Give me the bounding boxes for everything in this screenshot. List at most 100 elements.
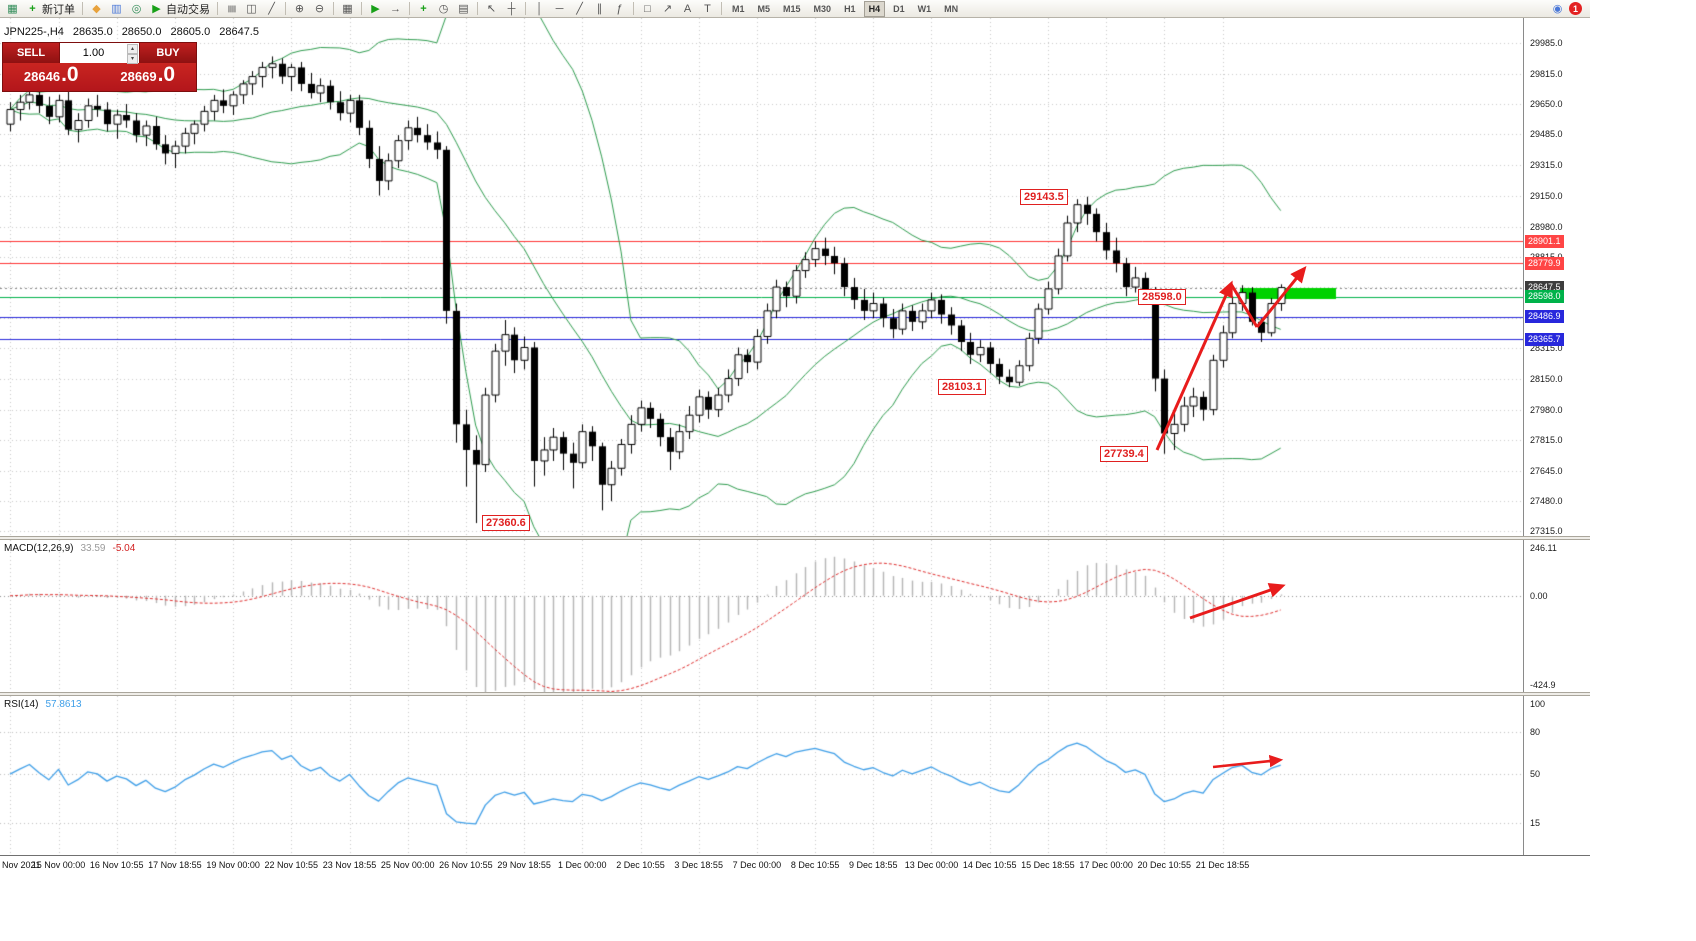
indicators-icon[interactable]: + xyxy=(414,1,433,17)
rsi-canvas[interactable] xyxy=(0,696,1523,855)
price-axis-label: 28150.0 xyxy=(1530,373,1563,384)
price-axis-label: 29150.0 xyxy=(1530,190,1563,201)
vertical-line-icon[interactable]: │ xyxy=(530,1,549,17)
time-axis-label: 25 Nov 00:00 xyxy=(380,860,435,870)
crosshair-icon: ┼ xyxy=(507,2,516,15)
candlestick-mode-icon: ◫ xyxy=(246,2,257,15)
vertical-line-icon: │ xyxy=(536,2,543,15)
line-chart-mode-icon: ╱ xyxy=(268,2,275,15)
macd-indicator-label: MACD(12,26,9) 33.59 -5.04 xyxy=(4,543,135,554)
crosshair-icon[interactable]: ┼ xyxy=(502,1,521,17)
macd-canvas[interactable] xyxy=(0,540,1523,692)
toolbar-separator xyxy=(477,2,478,15)
channel-icon[interactable]: ∥ xyxy=(590,1,609,17)
price-annotation: 28103.1 xyxy=(938,379,986,395)
macd-name: MACD(12,26,9) xyxy=(4,543,74,554)
chart-ohlc-header: JPN225-,H4 28635.0 28650.0 28605.0 28647… xyxy=(4,26,259,38)
rsi-name: RSI(14) xyxy=(4,699,39,710)
price-axis-label: 27480.0 xyxy=(1530,496,1563,507)
timeframe-mn[interactable]: MN xyxy=(944,3,959,14)
toolbar-separator xyxy=(409,2,410,15)
auto-trading-button[interactable]: ▶ 自动交易 xyxy=(147,1,213,17)
volume-spinner: ▴ ▾ xyxy=(127,44,138,64)
time-axis: Nov 2021 15 Nov 00:00 16 Nov 10:55 17 Nov 1… xyxy=(0,855,1590,873)
buy-price-fraction: .0 xyxy=(157,63,176,86)
timeframe-m15[interactable]: M15 xyxy=(783,3,801,14)
toolbar-separator xyxy=(82,2,83,15)
macd-panel: MACD(12,26,9) 33.59 -5.04 246.11 0.00 -424.9 xyxy=(0,540,1590,692)
metaeditor-icon[interactable]: ◆ xyxy=(87,1,106,17)
zoom-in-icon[interactable]: ⊕ xyxy=(290,1,309,17)
one-click-trading-panel: SELL ▴ ▾ BUY 28646 .0 28669 .0 xyxy=(2,42,197,92)
navigator-icon[interactable]: ◎ xyxy=(127,1,146,17)
panel-splitter[interactable] xyxy=(0,692,1590,696)
buy-button[interactable]: BUY xyxy=(139,43,196,63)
tile-windows-icon: ▦ xyxy=(342,2,353,15)
text-label-icon: T xyxy=(704,2,711,15)
panel-splitter[interactable] xyxy=(0,536,1590,540)
time-axis-label: 9 Dec 18:55 xyxy=(849,860,898,870)
macd-axis-label: -424.9 xyxy=(1530,680,1556,690)
rsi-axis-label: 100 xyxy=(1530,699,1546,710)
bar-chart-mode-icon[interactable]: ≣ xyxy=(222,1,241,17)
timeframe-w1[interactable]: W1 xyxy=(917,3,932,14)
time-axis-label: Nov 2021 xyxy=(2,860,41,870)
cursor-icon[interactable]: ↖ xyxy=(482,1,501,17)
new-chart-icon: ▦ xyxy=(7,2,18,15)
volume-input[interactable] xyxy=(60,43,139,63)
symbol-period-label: JPN225-,H4 xyxy=(4,26,64,38)
macd-signal-value: -5.04 xyxy=(112,543,136,554)
periods-icon[interactable]: ◷ xyxy=(434,1,453,17)
chart-shift-icon[interactable]: → xyxy=(386,1,405,17)
price-chart-canvas[interactable] xyxy=(0,18,1523,536)
trendline-icon: ╱ xyxy=(576,2,583,15)
new-chart-icon[interactable]: ▦ xyxy=(3,1,22,17)
timeframe-m30[interactable]: M30 xyxy=(813,3,832,14)
horizontal-line-icon[interactable]: ─ xyxy=(550,1,569,17)
fibonacci-icon[interactable]: ƒ xyxy=(610,1,629,17)
rsi-axis-label: 80 xyxy=(1530,727,1541,738)
timeframe-m1[interactable]: M1 xyxy=(732,3,745,14)
price-axis-label: 28315.0 xyxy=(1530,343,1563,354)
shapes-icon[interactable]: □ xyxy=(638,1,657,17)
timeframe-h4[interactable]: H4 xyxy=(863,0,886,17)
zoom-out-icon[interactable]: ⊖ xyxy=(310,1,329,17)
text-icon[interactable]: A xyxy=(678,1,697,17)
volume-up-button[interactable]: ▴ xyxy=(127,44,138,54)
time-axis-label: 15 Nov 00:00 xyxy=(31,860,86,870)
timeframe-m5[interactable]: M5 xyxy=(757,3,771,14)
fibonacci-icon: ƒ xyxy=(616,2,623,15)
sell-button[interactable]: SELL xyxy=(3,43,60,63)
trendline-icon[interactable]: ╱ xyxy=(570,1,589,17)
chart-search-icon[interactable]: ◉ xyxy=(1552,2,1563,15)
metaeditor-icon: ◆ xyxy=(92,2,101,15)
volume-down-button[interactable]: ▾ xyxy=(127,54,138,64)
shapes-icon: □ xyxy=(644,2,651,15)
price-annotation: 27739.4 xyxy=(1100,446,1148,462)
toolbar-separator xyxy=(285,2,286,15)
timeframe-h1[interactable]: H1 xyxy=(844,3,856,14)
auto-trading-icon: ▶ xyxy=(152,2,161,15)
notification-badge[interactable]: 1 xyxy=(1569,2,1582,15)
timeframe-d1[interactable]: D1 xyxy=(893,3,905,14)
tile-windows-icon[interactable]: ▦ xyxy=(338,1,357,17)
time-axis-label: 19 Nov 00:00 xyxy=(206,860,260,870)
market-watch-icon[interactable]: ▥ xyxy=(107,1,126,17)
arrows-icon: ↗ xyxy=(662,2,673,15)
toolbar-separator xyxy=(333,2,334,15)
price-axis: 29985.0 29815.0 29650.0 29485.0 29315.0 29150… xyxy=(1523,18,1590,536)
indicators-icon: + xyxy=(420,2,427,15)
auto-scroll-icon[interactable]: ▶ xyxy=(366,1,385,17)
arrows-icon[interactable]: ↗ xyxy=(658,1,677,17)
periods-icon: ◷ xyxy=(438,2,449,15)
time-axis-label: 26 Nov 10:55 xyxy=(439,860,493,870)
toolbar-separator xyxy=(721,2,722,15)
time-axis-label: 13 Dec 00:00 xyxy=(904,860,959,870)
close-value: 28647.5 xyxy=(219,26,259,38)
candlestick-mode-icon[interactable]: ◫ xyxy=(242,1,261,17)
price-axis-label: 29315.0 xyxy=(1530,160,1563,171)
templates-icon[interactable]: ▤ xyxy=(454,1,473,17)
text-label-icon[interactable]: T xyxy=(698,1,717,17)
new-order-button[interactable]: + 新订单 xyxy=(23,1,78,17)
line-chart-mode-icon[interactable]: ╱ xyxy=(262,1,281,17)
